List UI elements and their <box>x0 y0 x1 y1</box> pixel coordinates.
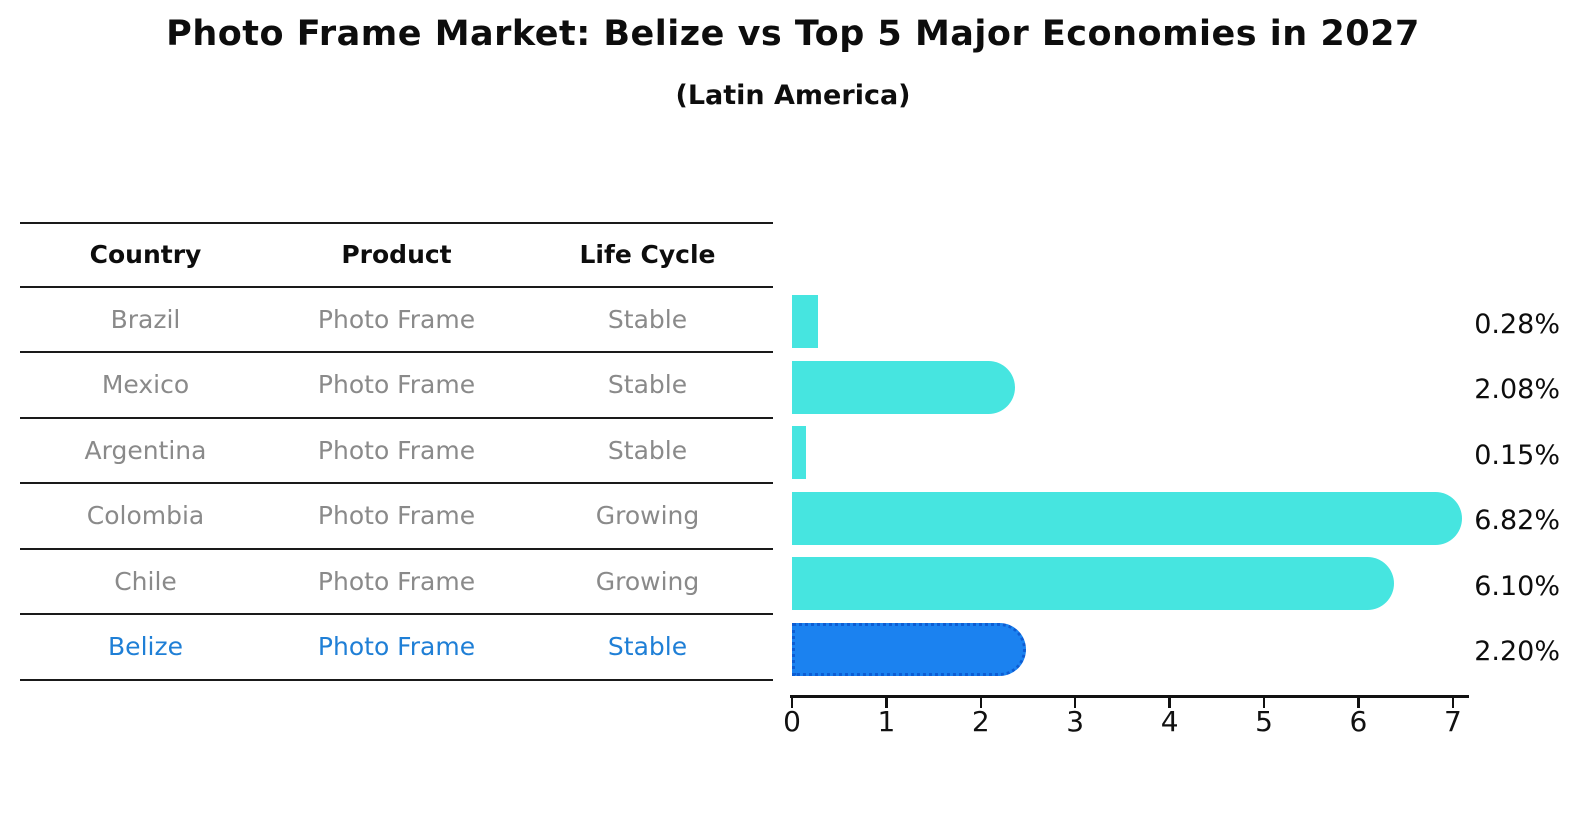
bar-chile <box>792 557 1395 610</box>
country-table: Country Product Life Cycle Brazil Photo F… <box>20 222 773 681</box>
table-header-row: Country Product Life Cycle <box>20 222 773 288</box>
x-tick-label: 4 <box>1160 705 1179 738</box>
value-label-colombia: 6.82% <box>1474 505 1560 536</box>
cell-country: Argentina <box>84 435 207 465</box>
x-tick-mark <box>979 697 983 708</box>
chart-title: Photo Frame Market: Belize vs Top 5 Majo… <box>166 14 1420 54</box>
x-tick-label: 6 <box>1349 705 1368 738</box>
cell-product: Photo Frame <box>317 501 476 531</box>
x-tick-label: 3 <box>1066 705 1085 738</box>
x-tick-label: 5 <box>1255 705 1273 738</box>
x-tick-mark <box>1262 697 1266 708</box>
x-axis-line <box>790 695 1469 698</box>
cell-country: Colombia <box>86 501 205 531</box>
value-label-mexico: 2.08% <box>1474 374 1560 405</box>
x-tick-mark <box>1357 697 1360 708</box>
table-row: Belize Photo Frame Stable <box>20 615 773 681</box>
cell-product: Photo Frame <box>317 632 476 662</box>
table-row: Argentina Photo Frame Stable <box>20 419 773 484</box>
cell-product: Photo Frame <box>317 566 476 596</box>
bar-colombia <box>792 491 1463 545</box>
x-tick-mark <box>1168 697 1171 708</box>
chart-subtitle: (Latin America) <box>675 80 911 111</box>
column-header-product: Product <box>341 240 452 270</box>
x-tick-mark <box>885 697 888 708</box>
cell-country: Belize <box>108 632 183 662</box>
value-label-chile: 6.10% <box>1474 570 1560 602</box>
column-header-life-cycle: Life Cycle <box>579 240 716 270</box>
table-row: Mexico Photo Frame Stable <box>20 353 773 419</box>
cell-product: Photo Frame <box>317 435 476 465</box>
x-tick-mark <box>1451 697 1455 708</box>
bar-mexico <box>792 360 1015 414</box>
value-label-belize: 2.20% <box>1474 636 1560 667</box>
bar-brazil <box>792 295 819 348</box>
column-header-country: Country <box>89 240 202 270</box>
cell-country: Mexico <box>101 370 190 400</box>
cell-product: Photo Frame <box>317 304 476 334</box>
bar-belize <box>792 622 1027 676</box>
x-tick-label: 1 <box>877 705 896 738</box>
x-tick-label: 7 <box>1443 705 1462 738</box>
cell-life-cycle: Stable <box>607 370 688 400</box>
table-row: Brazil Photo Frame Stable <box>20 288 773 353</box>
bar-argentina <box>792 426 807 479</box>
table-row: Colombia Photo Frame Growing <box>20 484 773 550</box>
table-row: Chile Photo Frame Growing <box>20 550 773 615</box>
cell-life-cycle: Stable <box>607 435 688 465</box>
cell-life-cycle: Stable <box>607 304 688 334</box>
cell-life-cycle: Growing <box>595 566 700 596</box>
cell-country: Chile <box>114 566 177 596</box>
x-tick-mark <box>1073 697 1077 708</box>
value-label-argentina: 0.15% <box>1474 439 1560 471</box>
x-tick-mark <box>790 697 794 708</box>
cell-life-cycle: Growing <box>595 501 700 531</box>
cell-country: Brazil <box>110 304 181 334</box>
cell-product: Photo Frame <box>317 370 476 400</box>
x-tick-label: 2 <box>971 705 990 738</box>
cell-life-cycle: Stable <box>607 632 688 662</box>
value-label-brazil: 0.28% <box>1474 308 1560 340</box>
x-tick-label: 0 <box>783 705 801 738</box>
